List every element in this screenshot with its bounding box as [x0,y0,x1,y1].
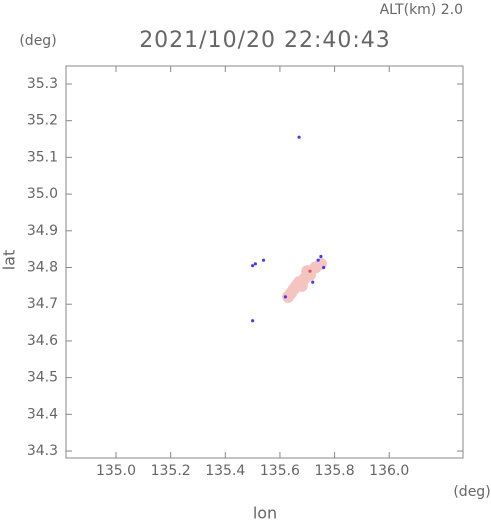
y-tick-label: 34.8 [27,260,58,276]
y-tick-label: 34.6 [27,333,58,349]
point [308,269,312,273]
point [322,265,326,270]
plot-frame [65,65,464,459]
x-unit: (deg) [453,484,490,500]
y-tick-label: 35.1 [27,149,58,165]
altitude-label: ALT(km) 2.0 [380,2,463,18]
y-tick-label: 35.3 [27,76,58,92]
y-tick-label: 34.9 [27,223,58,239]
point [251,319,255,323]
point [319,254,323,259]
y-tick-label: 34.5 [27,370,58,386]
y-tick-label: 34.7 [27,296,58,312]
point [283,295,288,299]
y-tick-label: 34.4 [27,406,58,422]
y-tick-label: 35.0 [27,186,58,202]
chart-title: 2021/10/20 22:40:43 [139,28,391,53]
point [253,262,257,266]
x-tick-label: 135.2 [151,463,191,479]
point [297,135,301,139]
x-tick-label: 135.0 [96,463,136,479]
x-tick-label: 135.4 [205,463,245,479]
y-axis-label: lat [0,250,19,271]
point [316,258,320,262]
y-tick-label: 35.2 [27,113,58,129]
point [251,264,255,268]
x-tick-label: 135.6 [260,463,300,479]
y-unit: (deg) [19,33,56,49]
point [311,280,315,284]
point [261,258,266,262]
x-tick-label: 135.8 [315,463,355,479]
x-axis-label: lon [253,504,277,521]
y-tick-label: 34.3 [27,443,58,459]
x-tick-label: 136.0 [369,463,409,479]
